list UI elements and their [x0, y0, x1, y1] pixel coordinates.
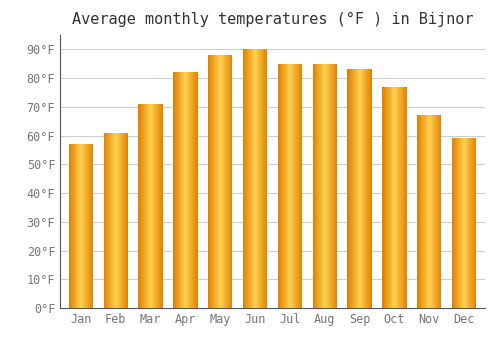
Title: Average monthly temperatures (°F ) in Bijnor: Average monthly temperatures (°F ) in Bi…: [72, 12, 473, 27]
